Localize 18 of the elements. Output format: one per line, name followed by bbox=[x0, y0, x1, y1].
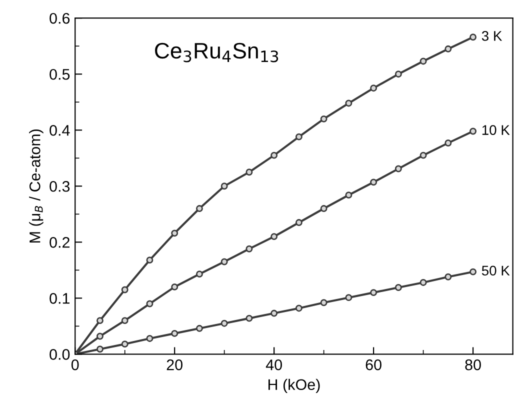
series-label: 10 K bbox=[482, 125, 510, 135]
series-label: 50 K bbox=[482, 266, 510, 276]
y-tick-label: 0.0 bbox=[50, 349, 70, 360]
y-tick-label: 0.4 bbox=[50, 124, 70, 136]
y-tick-label: 0.2 bbox=[50, 237, 70, 248]
x-tick-label: 40 bbox=[266, 359, 282, 370]
x-tick-label: 20 bbox=[166, 359, 182, 370]
y-axis-title: M (μ$_{B}$ / Ce-atom) bbox=[29, 130, 44, 242]
y-tick-label: 0.1 bbox=[50, 293, 70, 304]
x-tick-label: 60 bbox=[366, 359, 382, 370]
x-axis-title: H (kOe) bbox=[268, 378, 320, 394]
x-tick-label: 80 bbox=[465, 359, 481, 370]
y-tick-label: 0.3 bbox=[50, 180, 70, 192]
y-tick-label: 0.6 bbox=[50, 12, 70, 24]
y-tick-label: 0.5 bbox=[50, 68, 70, 80]
x-tick-label: 0 bbox=[71, 359, 79, 370]
series-label: 3 K bbox=[482, 31, 502, 41]
annotation: Ce$_{3}$Ru$_{4}$Sn$_{13}$ bbox=[155, 42, 278, 62]
